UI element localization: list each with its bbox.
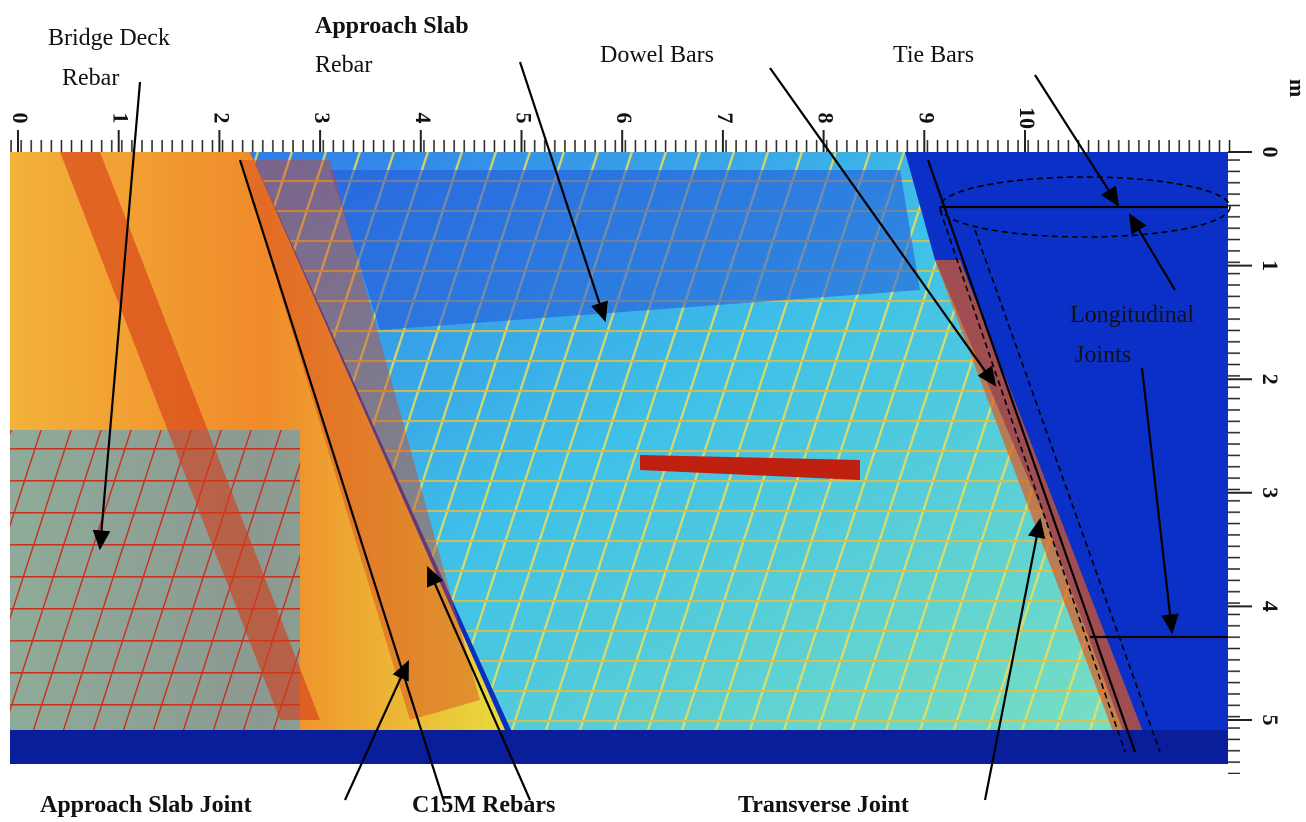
right-tick-label: 3 <box>1258 487 1283 498</box>
annotation: Longitudinal <box>1070 302 1194 328</box>
annotation: Joints <box>1075 342 1131 368</box>
top-tick-label: 3 <box>310 113 335 124</box>
top-tick-label: 8 <box>814 113 839 124</box>
annotation: Transverse Joint <box>738 792 909 818</box>
top-tick-label: 10 <box>1015 107 1040 129</box>
top-tick-label: 9 <box>914 113 939 124</box>
top-tick-label: 0 <box>8 113 33 124</box>
top-tick-label: 6 <box>612 113 637 124</box>
right-tick-label: 5 <box>1258 715 1283 726</box>
top-tick-label: 5 <box>511 113 536 124</box>
annotation: Tie Bars <box>893 42 974 68</box>
annotation: Dowel Bars <box>600 42 714 68</box>
top-tick-label: 7 <box>713 113 738 124</box>
right-tick-label: 2 <box>1258 374 1283 385</box>
unit-label: m <box>1285 79 1306 97</box>
right-tick-label: 4 <box>1258 601 1283 612</box>
annotation: Rebar <box>62 65 119 91</box>
scan-figure: 0 1 2 3 4 5 6 7 8 9 10 0 1 2 3 4 5 m Bridge Deck Rebar A… <box>0 0 1306 822</box>
right-ruler <box>1228 152 1240 774</box>
annotation: Rebar <box>315 52 372 78</box>
right-tick-label: 0 <box>1258 147 1283 158</box>
scan-image <box>10 152 1228 764</box>
right-tick-label: 1 <box>1258 260 1283 271</box>
top-tick-label: 2 <box>209 113 234 124</box>
annotation: Approach Slab <box>315 13 469 39</box>
annotation: C15M Rebars <box>412 792 555 818</box>
annotation: Bridge Deck <box>48 25 170 51</box>
top-tick-label: 4 <box>411 113 436 124</box>
top-ruler <box>10 140 1232 152</box>
annotation: Approach Slab Joint <box>40 792 252 818</box>
top-tick-label: 1 <box>109 113 134 124</box>
